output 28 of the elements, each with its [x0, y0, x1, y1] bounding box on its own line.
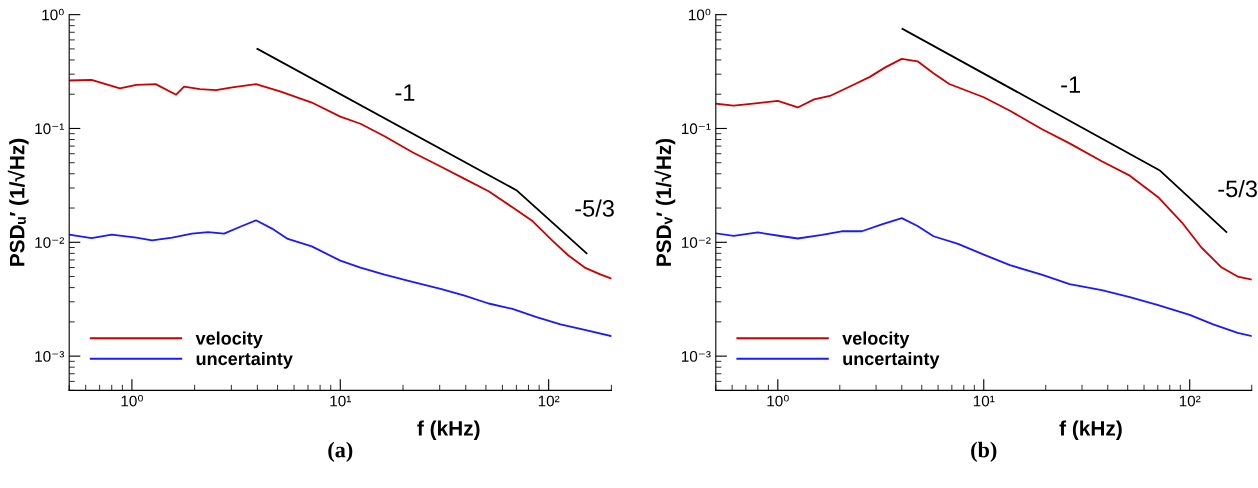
y-tick-label: 10⁻³ [681, 351, 711, 362]
y-axis-title: PSDᵥ′ (1/√Hz) [654, 138, 676, 266]
y-tick-label: 10⁻¹ [35, 123, 64, 135]
x-tick-label: 10¹ [330, 395, 351, 407]
x-tick-label: 10¹ [973, 395, 995, 407]
legend-label: velocity [195, 331, 263, 349]
text: (b) [971, 441, 997, 462]
y-tick-label: 10⁻² [35, 237, 65, 248]
x-axis-title: f (kHz) [417, 420, 480, 440]
annotation: -5/3 [575, 199, 614, 217]
y-tick-label: 10⁰ [42, 8, 64, 21]
text: (a) [328, 441, 353, 462]
y-tick-label: 10⁻² [681, 237, 711, 248]
x-tick-label: 10² [538, 395, 560, 407]
annotation: -1 [395, 84, 415, 101]
annotation: -5/3 [1218, 179, 1257, 198]
x-tick-label: 10⁰ [767, 394, 789, 407]
y-tick-label: 10⁻³ [35, 351, 65, 362]
legend-label: uncertainty [196, 351, 293, 369]
x-tick-label: 10⁰ [121, 394, 143, 407]
annotation: -1 [1061, 76, 1080, 93]
y-tick-label: 10⁰ [688, 8, 711, 21]
x-axis-title: f (kHz) [1059, 420, 1122, 440]
y-tick-label: 10⁻¹ [681, 123, 711, 135]
legend-label: velocity [842, 331, 910, 349]
x-tick-label: 10² [1179, 395, 1201, 407]
legend-label: uncertainty [843, 351, 940, 369]
y-axis-title: PSDᵤ′ (1/√Hz) [7, 138, 29, 266]
